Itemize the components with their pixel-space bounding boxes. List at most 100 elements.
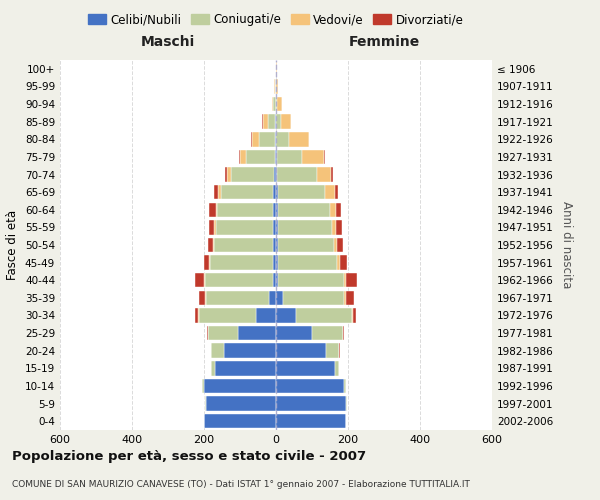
Bar: [346, 290, 354, 305]
Bar: [277, 114, 281, 129]
Legend: Celibi/Nubili, Coniugati/e, Vedovi/e, Divorziati/e: Celibi/Nubili, Coniugati/e, Vedovi/e, Di…: [83, 8, 469, 31]
Bar: [224, 344, 276, 358]
Bar: [208, 238, 212, 252]
Bar: [274, 168, 276, 181]
Bar: [278, 220, 332, 234]
Bar: [336, 220, 341, 234]
Bar: [278, 273, 344, 287]
Bar: [276, 290, 283, 305]
Bar: [211, 344, 224, 358]
Bar: [276, 344, 326, 358]
Bar: [339, 344, 340, 358]
Bar: [204, 378, 276, 393]
Bar: [344, 290, 346, 305]
Bar: [252, 132, 259, 146]
Bar: [340, 256, 347, 270]
Bar: [273, 185, 276, 200]
Text: Popolazione per età, sesso e stato civile - 2007: Popolazione per età, sesso e stato civil…: [12, 450, 366, 463]
Bar: [273, 273, 276, 287]
Bar: [277, 97, 282, 112]
Bar: [325, 185, 335, 200]
Bar: [337, 256, 340, 270]
Bar: [211, 361, 215, 376]
Bar: [330, 202, 337, 217]
Bar: [335, 361, 339, 376]
Bar: [227, 168, 231, 181]
Bar: [212, 238, 214, 252]
Bar: [276, 308, 296, 322]
Bar: [276, 414, 346, 428]
Bar: [274, 79, 275, 94]
Bar: [278, 256, 337, 270]
Bar: [210, 256, 273, 270]
Bar: [246, 150, 275, 164]
Bar: [209, 202, 215, 217]
Bar: [277, 150, 302, 164]
Bar: [344, 378, 346, 393]
Bar: [276, 361, 335, 376]
Bar: [352, 308, 353, 322]
Bar: [259, 132, 275, 146]
Text: Femmine: Femmine: [349, 36, 419, 50]
Bar: [276, 396, 346, 411]
Bar: [217, 202, 273, 217]
Bar: [204, 273, 205, 287]
Text: Maschi: Maschi: [141, 36, 195, 50]
Bar: [276, 256, 278, 270]
Bar: [278, 185, 325, 200]
Text: COMUNE DI SAN MAURIZIO CANAVESE (TO) - Dati ISTAT 1° gennaio 2007 - Elaborazione: COMUNE DI SAN MAURIZIO CANAVESE (TO) - D…: [12, 480, 470, 489]
Bar: [206, 396, 276, 411]
Bar: [273, 256, 276, 270]
Bar: [273, 202, 276, 217]
Bar: [277, 168, 317, 181]
Bar: [337, 202, 341, 217]
Bar: [276, 202, 278, 217]
Bar: [203, 256, 209, 270]
Bar: [218, 185, 221, 200]
Bar: [277, 79, 278, 94]
Bar: [331, 168, 333, 181]
Bar: [269, 290, 276, 305]
Bar: [256, 308, 276, 322]
Bar: [276, 273, 278, 287]
Bar: [195, 308, 198, 322]
Bar: [276, 150, 277, 164]
Bar: [202, 378, 204, 393]
Bar: [276, 220, 278, 234]
Bar: [204, 414, 276, 428]
Bar: [215, 220, 273, 234]
Bar: [276, 97, 277, 112]
Bar: [276, 326, 312, 340]
Bar: [276, 378, 344, 393]
Bar: [205, 290, 206, 305]
Bar: [209, 220, 214, 234]
Bar: [273, 220, 276, 234]
Bar: [199, 290, 205, 305]
Bar: [275, 150, 276, 164]
Bar: [278, 238, 334, 252]
Bar: [283, 290, 344, 305]
Bar: [215, 202, 217, 217]
Bar: [302, 150, 324, 164]
Bar: [251, 132, 252, 146]
Bar: [334, 238, 337, 252]
Bar: [199, 308, 256, 322]
Bar: [275, 114, 276, 129]
Bar: [353, 308, 356, 322]
Bar: [274, 97, 275, 112]
Bar: [278, 202, 330, 217]
Bar: [209, 256, 210, 270]
Bar: [317, 168, 331, 181]
Y-axis label: Fasce di età: Fasce di età: [7, 210, 19, 280]
Bar: [332, 220, 336, 234]
Bar: [281, 114, 291, 129]
Bar: [324, 150, 325, 164]
Bar: [343, 326, 344, 340]
Bar: [273, 238, 276, 252]
Bar: [205, 396, 206, 411]
Bar: [296, 308, 352, 322]
Bar: [215, 361, 276, 376]
Bar: [275, 132, 276, 146]
Bar: [289, 132, 309, 146]
Bar: [272, 97, 274, 112]
